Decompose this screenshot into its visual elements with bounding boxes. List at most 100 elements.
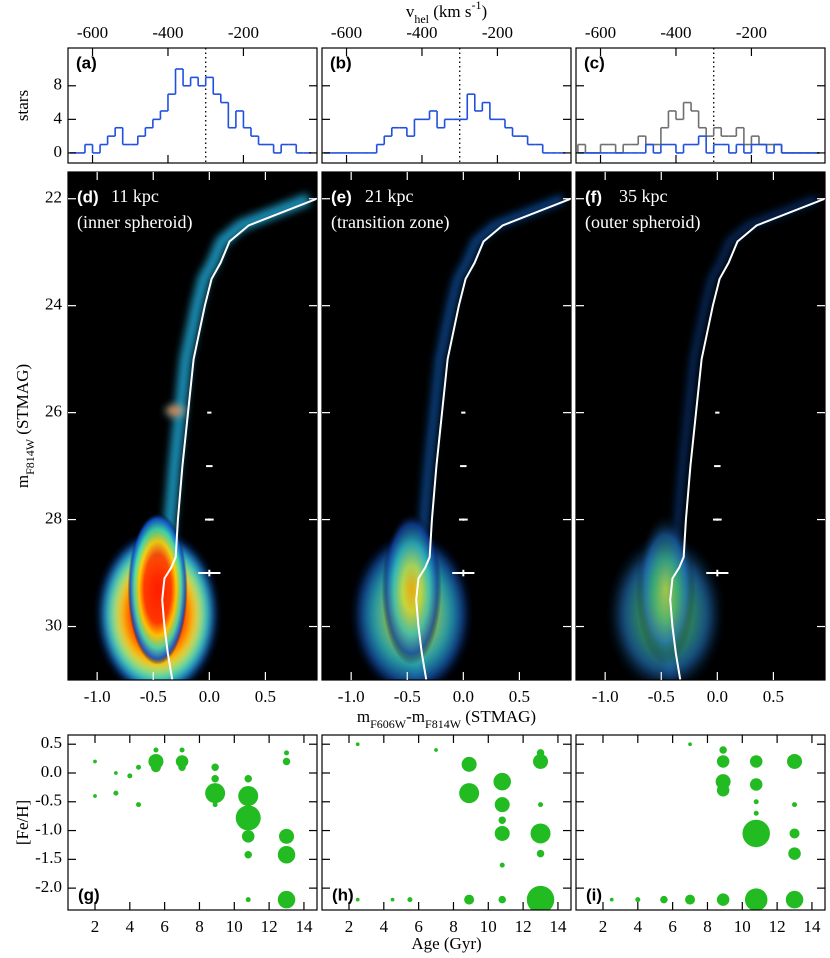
- x-tick-label: -200: [736, 23, 767, 42]
- bubble: [785, 890, 804, 909]
- x-tick-label: 4: [380, 917, 389, 936]
- panel-label: (a): [76, 53, 97, 72]
- region-label: (inner spheroid): [77, 212, 192, 233]
- x-tick-label: 4: [126, 917, 135, 936]
- bubble: [498, 895, 506, 904]
- bubble: [459, 783, 480, 804]
- x-tick-label: -0.5: [140, 687, 167, 706]
- bubble: [498, 816, 506, 824]
- density-core: [127, 512, 188, 665]
- bubble: [355, 742, 360, 747]
- region-label: (outer spheroid): [585, 212, 700, 233]
- bubble: [688, 742, 692, 747]
- y-tick-label: 4: [54, 108, 63, 127]
- y-axis-title-part: m: [13, 475, 32, 488]
- bubble: [493, 772, 511, 791]
- bubble: [789, 828, 800, 839]
- bubble: [716, 893, 730, 906]
- x-tick-label: -1.0: [592, 687, 619, 706]
- x-tick-label: -1.0: [84, 687, 111, 706]
- y-axis-title-part: F814W: [23, 438, 37, 475]
- bubble: [494, 825, 510, 841]
- bubble: [282, 757, 291, 766]
- x-tick-label: 10: [480, 917, 497, 936]
- y-tick-label: 0.0: [41, 762, 62, 781]
- bubble: [716, 755, 730, 768]
- x-axis-title-part: m: [357, 707, 370, 726]
- bubble: [179, 747, 185, 753]
- x-tick-label: -600: [77, 23, 108, 42]
- frame: [575, 734, 826, 911]
- bubble: [241, 830, 255, 843]
- y-tick-label: 0.5: [41, 733, 62, 752]
- plot-area: [68, 48, 317, 163]
- x-axis-title-part: F814W: [425, 717, 462, 731]
- plot-content: [70, 48, 311, 163]
- y-axis-title-part: (STMAG): [13, 364, 32, 439]
- bubble: [284, 750, 290, 756]
- distance-label: 21 kpc: [365, 186, 414, 206]
- plot-area: [68, 735, 317, 910]
- frame: [321, 47, 572, 164]
- bubble: [464, 894, 475, 905]
- bubble: [235, 805, 261, 831]
- y-tick-label: -0.5: [35, 791, 62, 810]
- bubble: [113, 790, 119, 796]
- bubble: [533, 753, 549, 769]
- y-tick-label: 8: [54, 75, 63, 94]
- x-axis-title-part: F606W: [370, 717, 407, 731]
- x-tick-label: 2: [91, 917, 100, 936]
- x-tick-label: 14: [549, 917, 567, 936]
- bubble: [536, 849, 545, 858]
- y-tick-label: 26: [45, 402, 62, 421]
- bubble: [355, 897, 360, 902]
- plot-content: [578, 48, 819, 163]
- plot-content: [97, 193, 317, 680]
- bubble: [93, 794, 97, 798]
- bubble: [127, 773, 133, 779]
- x-tick-label: 6: [414, 917, 423, 936]
- y-tick-label: 28: [45, 508, 62, 527]
- isochrone: [415, 197, 571, 680]
- x-tick-label: 10: [226, 917, 243, 936]
- y-axis-title: [Fe/H]: [13, 800, 32, 845]
- bubble: [660, 895, 668, 904]
- x-tick-label: 2: [345, 917, 354, 936]
- bubble: [526, 885, 555, 910]
- y-tick-label: -1.0: [35, 819, 62, 838]
- plot-content: [609, 742, 804, 910]
- bubble: [742, 819, 770, 848]
- bubble: [150, 762, 161, 773]
- bubble: [211, 763, 219, 771]
- panel-label: (b): [330, 53, 352, 72]
- x-tick-label: 0.0: [199, 687, 220, 706]
- bubble: [205, 783, 226, 804]
- bubble: [787, 753, 803, 769]
- frame: [575, 171, 826, 681]
- bubble: [245, 897, 251, 903]
- bubble: [178, 763, 186, 771]
- bubble: [93, 759, 97, 764]
- y-tick-label: -1.5: [35, 848, 62, 867]
- x-tick-label: -200: [228, 23, 259, 42]
- plot-content: [605, 195, 825, 680]
- x-axis-title-part: -1: [472, 0, 482, 12]
- y-tick-label: 22: [45, 188, 62, 207]
- region-label: (transition zone): [331, 212, 449, 233]
- x-tick-label: 14: [803, 917, 821, 936]
- density-core: [635, 512, 696, 665]
- bubble: [792, 802, 798, 808]
- bubble: [499, 862, 505, 868]
- bubble: [136, 764, 142, 770]
- bubble: [685, 894, 696, 905]
- x-tick-label: -400: [660, 23, 691, 42]
- x-tick-label: 0.0: [453, 687, 474, 706]
- bubble: [277, 845, 296, 864]
- x-tick-label: 8: [449, 917, 458, 936]
- frame: [67, 171, 318, 681]
- distance-label: 35 kpc: [619, 186, 668, 206]
- bubble: [136, 802, 142, 808]
- y-tick-label: 24: [45, 295, 63, 314]
- distance-label: 11 kpc: [111, 186, 159, 206]
